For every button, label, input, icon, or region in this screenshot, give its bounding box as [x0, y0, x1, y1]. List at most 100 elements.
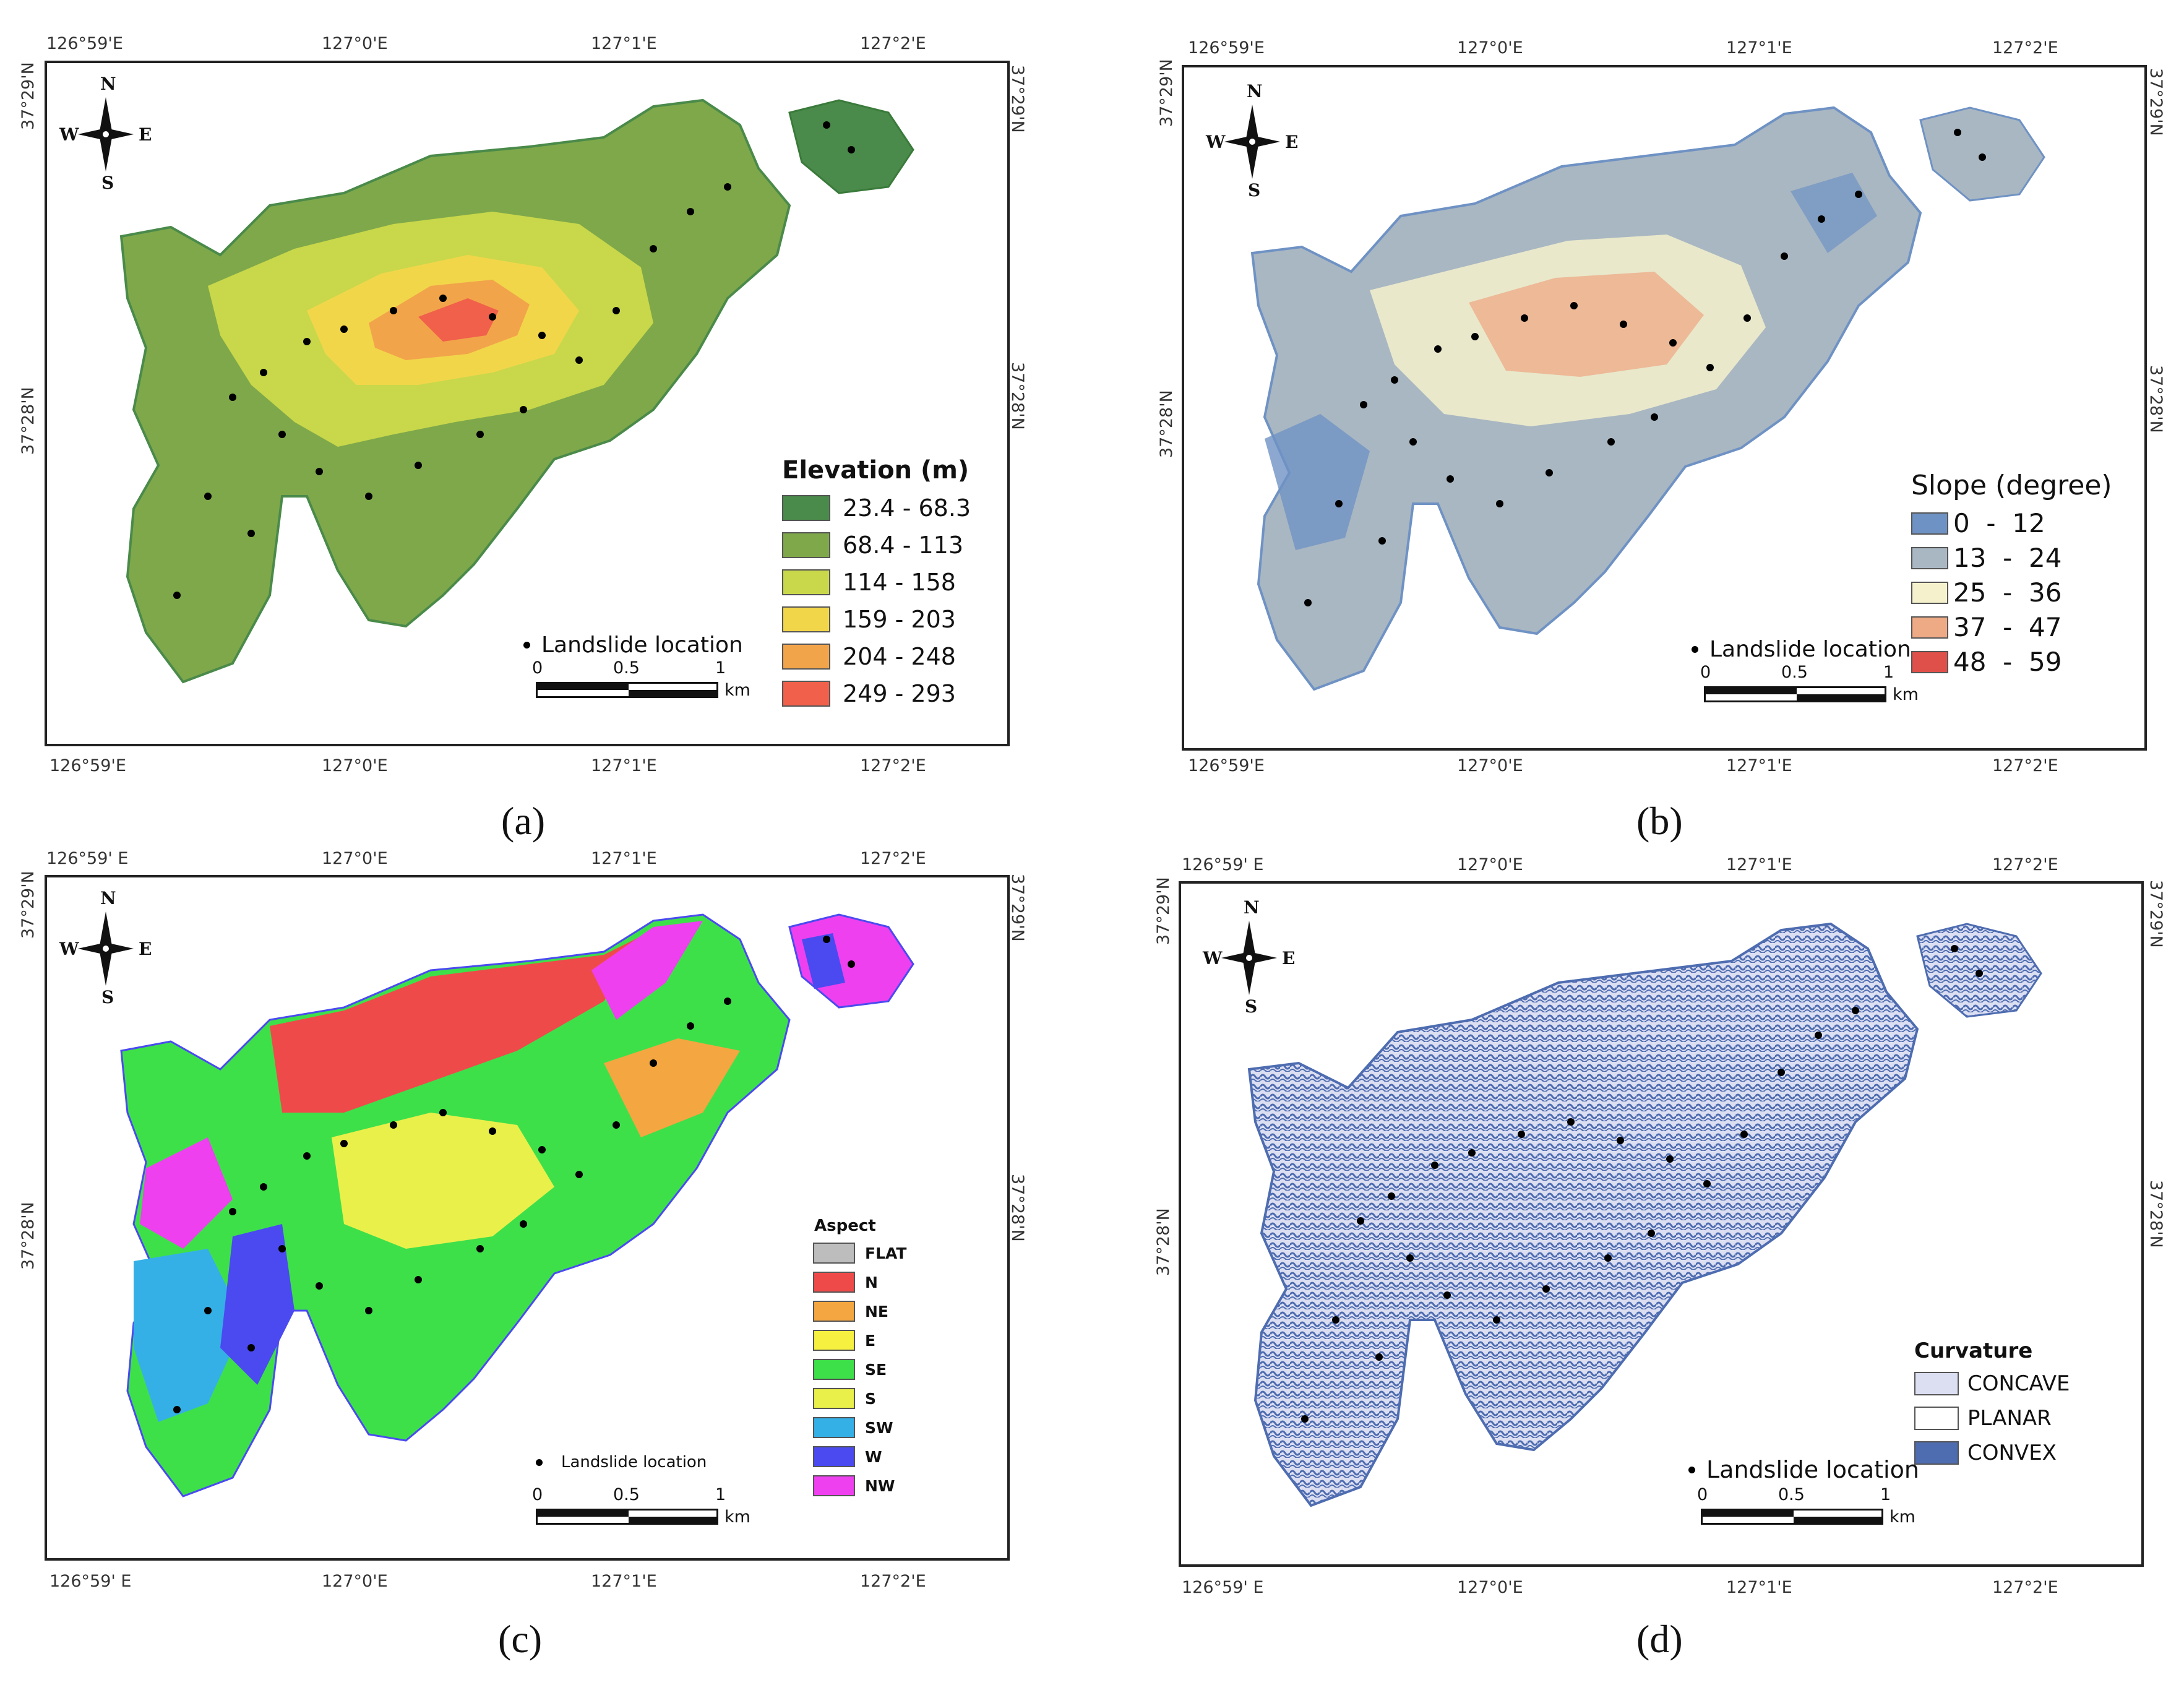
aspect-south-zone	[332, 1113, 554, 1249]
lat-tick-left: 37°28'N	[1157, 390, 1176, 458]
scale-label: 0	[1697, 1485, 1708, 1504]
curvature-map	[1247, 922, 2042, 1507]
legend-swatch	[1911, 581, 1948, 604]
compass-w: W	[1203, 948, 1223, 968]
slope-steeper-zone	[1469, 272, 1704, 377]
legend-swatch	[813, 1272, 855, 1293]
scale-bar: 0 0.5 1 km	[1700, 663, 1919, 704]
lon-tick-bottom: 127°1'E	[1726, 1578, 1792, 1597]
panel-d: 126°59' E 127°0'E 127°1'E 127°2'E 37°29'…	[1092, 849, 2184, 1698]
legend-swatch	[782, 606, 830, 632]
legend-swatch	[813, 1330, 855, 1351]
lon-tick-top: 127°0'E	[322, 34, 388, 53]
panel-caption: (a)	[501, 799, 546, 843]
legend-item: CONCAVE	[1914, 1371, 2070, 1396]
lon-tick-bottom: 127°0'E	[1457, 1578, 1523, 1597]
aspect-northwest-zone	[140, 1137, 233, 1249]
legend-swatch	[1911, 616, 1948, 639]
island-west-face	[802, 933, 845, 989]
lon-tick-bottom: 127°2'E	[1992, 1578, 2058, 1597]
legend-title: Slope (degree)	[1911, 470, 2112, 501]
lat-tick-left: 37°28'N	[19, 1202, 38, 1270]
north-arrow: N S W E	[1197, 897, 1302, 1017]
legend-title: Elevation (m)	[782, 456, 969, 485]
lat-tick-left: 37°29'N	[1154, 877, 1173, 945]
legend-item: 23.4 - 68.3	[782, 494, 971, 522]
legend-item: 48 - 59	[1911, 647, 2061, 677]
scale-bar-graphic	[536, 1509, 718, 1525]
scale-unit: km	[724, 681, 750, 700]
compass-rose-icon	[1224, 105, 1280, 179]
lon-tick-top: 127°0'E	[322, 849, 388, 868]
scale-label: 0.5	[1778, 1485, 1805, 1504]
legend-item: S	[813, 1388, 876, 1409]
legend-swatch	[813, 1446, 855, 1467]
lon-tick-bottom: 126°59' E	[1182, 1578, 1264, 1597]
panel-a: 126°59'E 127°0'E 127°1'E 127°2'E 37°29'N…	[0, 0, 1092, 849]
legend-swatch	[813, 1475, 855, 1496]
lon-tick-bottom: 126°59'E	[49, 756, 126, 775]
landslide-points	[173, 936, 855, 1413]
legend-item: W	[813, 1446, 882, 1467]
landslide-dot-icon	[536, 1459, 543, 1466]
map-frame: N S W E Aspect FLAT N NE E SE S SW W NW …	[45, 875, 1010, 1561]
landslide-dot-icon	[1692, 646, 1698, 653]
scale-bar: 0 0.5 1 km	[532, 1485, 750, 1527]
scale-unit: km	[1890, 1507, 1915, 1527]
lat-tick-left: 37°29'N	[19, 62, 38, 130]
aspect-northeast-zone	[604, 1038, 740, 1137]
compass-s: S	[101, 173, 114, 193]
landslide-dot-icon	[523, 642, 530, 649]
lon-tick-bottom: 126°59'E	[1188, 756, 1265, 775]
landslide-points	[173, 121, 855, 599]
scale-label: 1	[1883, 663, 1894, 682]
legend-item: 0 - 12	[1911, 508, 2045, 538]
legend-item: 114 - 158	[782, 569, 956, 596]
lon-tick-bottom: 127°2'E	[1992, 756, 2058, 775]
lat-tick-left: 37°29'N	[1157, 59, 1176, 127]
legend-item: 159 - 203	[782, 606, 956, 633]
elevation-peak-zone	[418, 298, 499, 342]
scale-label: 1	[715, 1485, 726, 1504]
scale-label: 0	[532, 1485, 543, 1504]
compass-e: E	[1282, 948, 1296, 968]
legend-item: 13 - 24	[1911, 543, 2061, 573]
scale-label: 0	[532, 658, 543, 678]
compass-rose-icon	[1221, 921, 1277, 995]
lon-tick-top: 127°1'E	[1726, 855, 1792, 874]
legend-swatch	[813, 1417, 855, 1438]
map-frame: N S W E Slope (degree) 0 - 12 13 - 24 25…	[1182, 65, 2147, 751]
legend-swatch	[813, 1243, 855, 1264]
map-frame: N S W E Elevation (m) 23.4 - 68.3 68.4 -…	[45, 61, 1010, 746]
landslide-dot-icon	[1688, 1466, 1695, 1473]
compass-w: W	[1206, 132, 1226, 152]
lon-tick-top: 127°0'E	[1457, 38, 1523, 58]
panel-b: 126°59'E 127°0'E 127°1'E 127°2'E 37°29'N…	[1092, 0, 2184, 849]
panel-caption: (c)	[498, 1617, 543, 1661]
lon-tick-bottom: 127°0'E	[322, 1572, 388, 1591]
compass-w: W	[59, 124, 79, 145]
legend-item: NW	[813, 1475, 895, 1496]
compass-w: W	[59, 939, 79, 959]
lat-tick-right: 37°29'N	[2146, 880, 2165, 948]
landslide-legend: Landslide location	[1692, 637, 1911, 662]
lat-tick-right: 37°28'N	[2146, 1180, 2165, 1248]
compass-e: E	[139, 124, 152, 145]
landslide-points	[1301, 945, 1983, 1423]
legend-swatch	[1914, 1441, 1959, 1465]
compass-n: N	[100, 74, 116, 94]
panel-caption: (d)	[1636, 1617, 1683, 1661]
scale-unit: km	[724, 1507, 750, 1527]
aspect-southwest-zone	[134, 1249, 245, 1422]
scale-bar-graphic	[536, 682, 718, 698]
lon-tick-bottom: 127°1'E	[591, 1572, 657, 1591]
north-arrow: N S W E	[53, 74, 158, 193]
aspect-map	[120, 913, 914, 1498]
compass-s: S	[1248, 180, 1261, 200]
compass-e: E	[1285, 132, 1299, 152]
legend-swatch	[813, 1359, 855, 1380]
map-frame: N S W E Curvature CONCAVE PLANAR CONVEX …	[1179, 881, 2144, 1567]
lat-tick-left: 37°28'N	[1154, 1208, 1173, 1276]
landslide-points	[1304, 129, 1986, 606]
legend-swatch	[1911, 650, 1948, 673]
